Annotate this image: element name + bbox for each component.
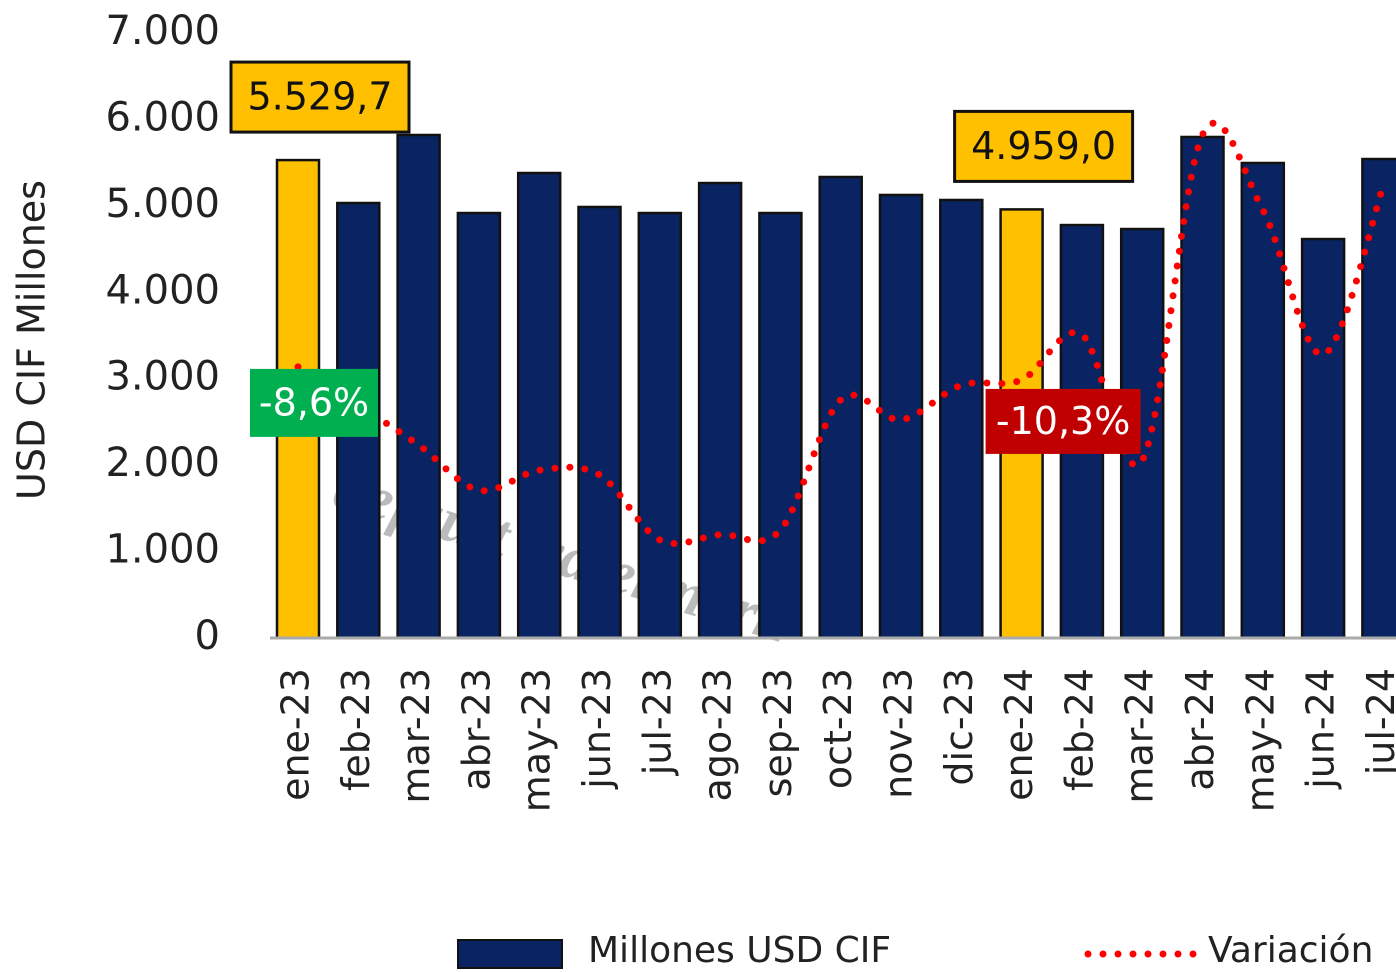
x-tick-label: jun-24 (1299, 668, 1343, 790)
bar (577, 205, 622, 640)
x-tick-label: ago-23 (696, 668, 740, 801)
bar (758, 211, 803, 640)
line (294, 119, 1387, 548)
x-tick-label: abr-23 (454, 668, 498, 791)
y-tick-label: 2.000 (105, 440, 220, 486)
y-tick-label: 4.000 (105, 267, 220, 313)
data-label-box (985, 388, 1141, 454)
x-tick-label: feb-24 (1057, 668, 1101, 791)
legend-swatch (457, 939, 563, 969)
x-tick-label: jul-24 (1359, 668, 1396, 776)
data-label-box (229, 60, 411, 134)
data-label: 4.959,0 (971, 124, 1116, 168)
x-tick-label: abr-24 (1178, 668, 1222, 791)
y-axis-title: USD CIF Millones (10, 180, 54, 500)
bar (396, 133, 441, 640)
bar (939, 198, 984, 640)
x-tick-label: mar-23 (394, 668, 438, 804)
x-tick-label: nov-23 (877, 668, 921, 799)
data-label: -10,3% (996, 399, 1130, 443)
x-tick-label: feb-23 (334, 668, 378, 791)
y-tick-label: 3.000 (105, 354, 220, 400)
x-tick-label: oct-23 (816, 668, 860, 789)
x-tick-label: mar-24 (1118, 668, 1162, 804)
bar (697, 181, 743, 640)
legend-label: Millones USD CIF (588, 930, 891, 971)
x-tick-label: dic-23 (937, 668, 981, 786)
bar (456, 211, 502, 640)
data-label: 5.529,7 (247, 75, 392, 119)
y-tick-label: 1.000 (105, 527, 220, 573)
y-tick-label: 7.000 (105, 8, 220, 54)
y-tick-label: 5.000 (105, 181, 220, 227)
bar (818, 175, 863, 640)
data-label: -8,6% (259, 380, 369, 424)
bar (516, 171, 562, 640)
bar (637, 211, 683, 640)
x-tick-label: ene-23 (274, 668, 318, 801)
bar (1180, 135, 1225, 640)
y-tick-label: 6.000 (105, 94, 220, 140)
x-tick-label: ene-24 (997, 668, 1041, 801)
y-tick-label: 0 (195, 613, 220, 659)
x-tick-label: may-24 (1238, 668, 1282, 812)
bar (878, 193, 924, 640)
x-tick-label: may-23 (515, 668, 559, 812)
bar (1361, 157, 1396, 640)
x-tick-label: jul-23 (635, 668, 679, 776)
data-label-box (250, 368, 378, 437)
legend-label: Variación (1208, 930, 1373, 971)
bar (1240, 161, 1286, 640)
bar (1300, 237, 1346, 640)
x-tick-label: jun-23 (575, 668, 619, 790)
data-label-box (953, 109, 1135, 183)
x-tick-label: sep-23 (756, 668, 800, 797)
